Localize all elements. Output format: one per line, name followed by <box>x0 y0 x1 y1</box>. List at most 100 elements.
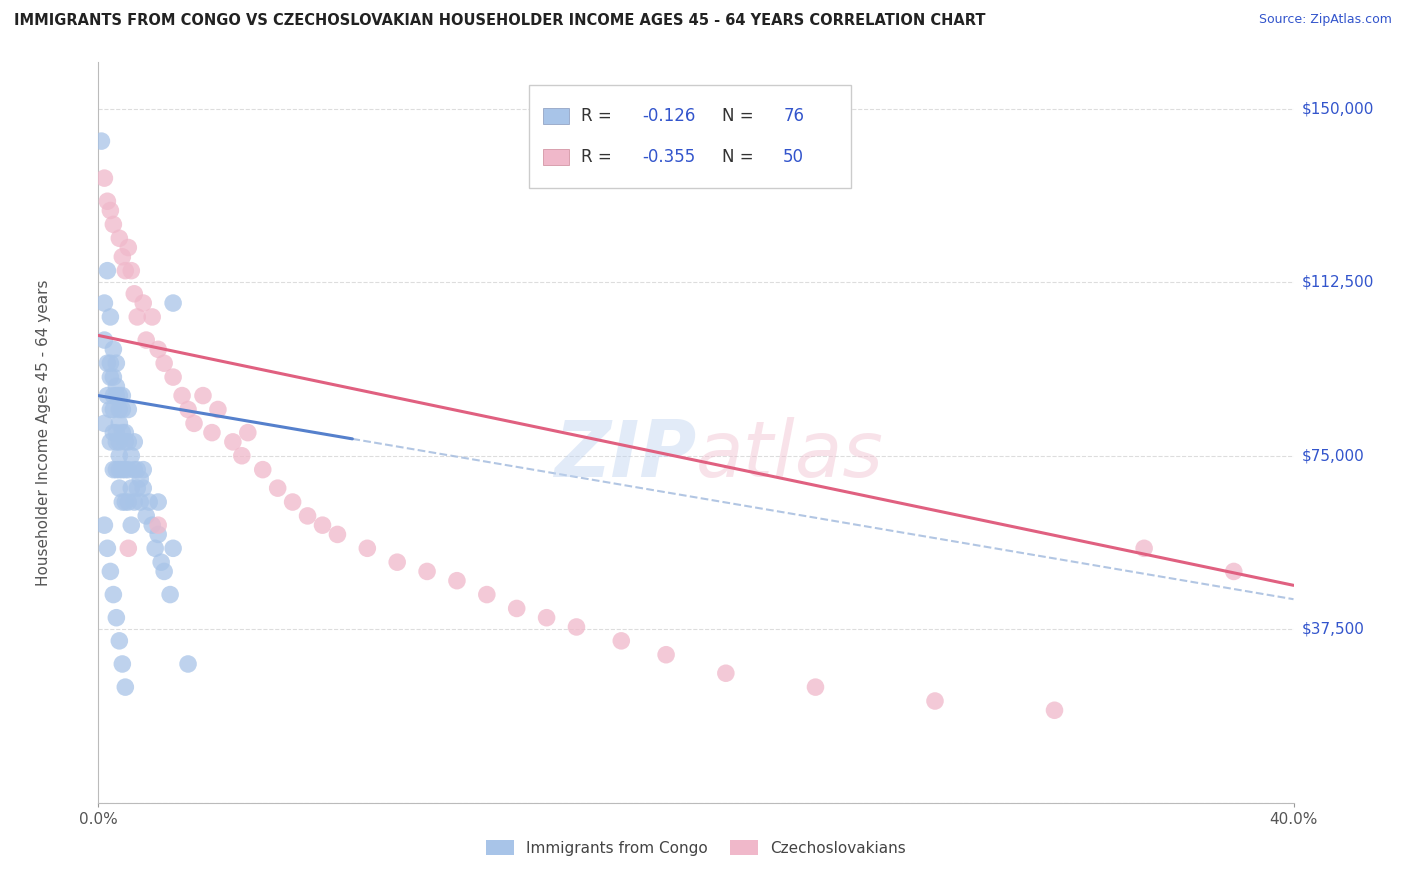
Point <box>141 518 163 533</box>
Point <box>117 462 139 476</box>
Point <box>267 481 290 495</box>
Point <box>124 434 146 449</box>
Point <box>804 680 827 694</box>
Text: $112,500: $112,500 <box>1302 275 1374 290</box>
Text: $75,000: $75,000 <box>1302 449 1365 463</box>
Point <box>108 633 131 648</box>
Point <box>105 425 128 440</box>
Point <box>201 425 224 440</box>
Point <box>93 296 115 310</box>
Point <box>114 434 136 449</box>
Point <box>311 518 333 533</box>
Point <box>108 402 131 417</box>
Point <box>114 263 136 277</box>
Point <box>103 402 125 417</box>
Point <box>172 388 194 402</box>
Point <box>124 286 146 301</box>
Point <box>326 527 349 541</box>
Point <box>93 171 115 186</box>
Text: R =: R = <box>581 148 617 166</box>
Point <box>111 250 134 264</box>
Point <box>1223 565 1246 579</box>
Point <box>103 370 125 384</box>
Point <box>150 555 173 569</box>
Point <box>236 425 259 440</box>
Point <box>98 370 122 384</box>
Point <box>105 610 128 624</box>
Point <box>96 263 118 277</box>
Point <box>120 449 142 463</box>
Point <box>153 565 176 579</box>
Point <box>111 425 134 440</box>
Point <box>96 194 118 209</box>
Point <box>475 588 498 602</box>
Point <box>446 574 468 588</box>
Text: -0.126: -0.126 <box>643 107 696 125</box>
Point <box>114 462 136 476</box>
Point <box>143 541 166 556</box>
Point <box>162 296 184 310</box>
Point <box>96 356 118 370</box>
Text: ZIP: ZIP <box>554 417 696 493</box>
Point <box>162 370 184 384</box>
Point <box>96 541 118 556</box>
Text: 50: 50 <box>783 148 804 166</box>
Point <box>111 402 134 417</box>
Point <box>103 388 125 402</box>
Point <box>132 296 155 310</box>
Point <box>117 541 139 556</box>
Point <box>108 231 131 245</box>
Point <box>148 518 170 533</box>
Point <box>1043 703 1066 717</box>
Point <box>108 388 131 402</box>
Point <box>117 434 139 449</box>
Point <box>111 388 134 402</box>
Point <box>124 462 146 476</box>
Point <box>714 666 737 681</box>
Point <box>108 462 131 476</box>
Point <box>111 462 134 476</box>
Point <box>132 481 155 495</box>
Point <box>610 633 633 648</box>
Point <box>148 527 170 541</box>
Point <box>127 310 149 324</box>
Point <box>108 434 131 449</box>
Text: $150,000: $150,000 <box>1302 101 1374 116</box>
Point <box>183 417 205 431</box>
Point <box>96 388 118 402</box>
Point <box>120 481 142 495</box>
Point <box>120 263 142 277</box>
Point <box>117 240 139 255</box>
Legend: Immigrants from Congo, Czechoslovakians: Immigrants from Congo, Czechoslovakians <box>479 834 912 862</box>
Y-axis label: Householder Income Ages 45 - 64 years: Householder Income Ages 45 - 64 years <box>35 279 51 586</box>
Point <box>141 310 163 324</box>
Text: $37,500: $37,500 <box>1302 622 1365 637</box>
Point <box>114 425 136 440</box>
Point <box>111 495 134 509</box>
Point <box>120 518 142 533</box>
Point <box>297 508 319 523</box>
Point <box>177 657 200 671</box>
Point <box>114 495 136 509</box>
Point <box>135 508 157 523</box>
Point <box>506 601 529 615</box>
Point <box>108 481 131 495</box>
Point <box>132 462 155 476</box>
Point <box>111 657 134 671</box>
Point <box>103 588 125 602</box>
Text: -0.355: -0.355 <box>643 148 696 166</box>
Bar <box>529 85 852 188</box>
Point <box>138 495 160 509</box>
Point <box>103 462 125 476</box>
Point <box>98 434 122 449</box>
Point <box>129 472 152 486</box>
Text: N =: N = <box>723 148 759 166</box>
Point <box>124 495 146 509</box>
Point <box>385 555 409 569</box>
Bar <box>543 108 569 124</box>
Point <box>127 462 149 476</box>
Point <box>207 402 229 417</box>
Point <box>153 356 176 370</box>
Point <box>98 402 122 417</box>
Point <box>103 343 125 357</box>
